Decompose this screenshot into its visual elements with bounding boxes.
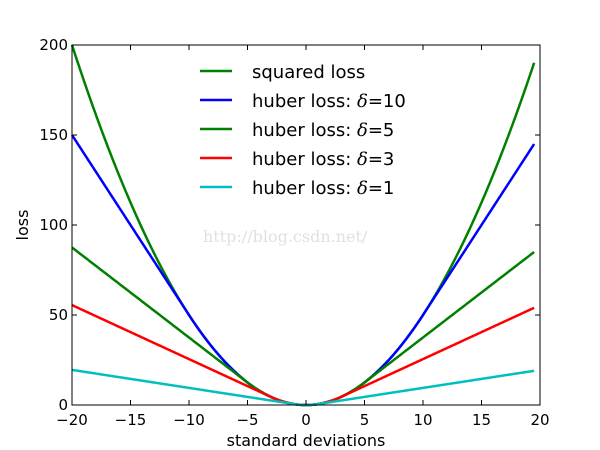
series-line-1 bbox=[70, 134, 536, 407]
y-tick-label: 200 bbox=[39, 36, 68, 54]
x-tick-label: 0 bbox=[301, 411, 311, 429]
x-axis-label: standard deviations bbox=[227, 431, 386, 450]
x-tick-label: 10 bbox=[413, 411, 432, 429]
watermark-text: http://blog.csdn.net/ bbox=[203, 227, 368, 246]
x-tick-label: 5 bbox=[360, 411, 370, 429]
x-tick-label: −15 bbox=[115, 411, 147, 429]
y-tick-label: 150 bbox=[39, 126, 68, 144]
series-line-3 bbox=[71, 303, 535, 407]
legend-label-1: huber loss: δ=10 bbox=[252, 91, 406, 112]
x-tick-label: −10 bbox=[173, 411, 205, 429]
x-tick-label: 15 bbox=[472, 411, 491, 429]
series-line-4 bbox=[71, 368, 535, 407]
x-tick-label: 20 bbox=[530, 411, 549, 429]
x-tick-label: −5 bbox=[236, 411, 258, 429]
legend-label-3: huber loss: δ=3 bbox=[252, 149, 394, 170]
legend-label-0: squared loss bbox=[252, 62, 365, 83]
y-tick-label: 100 bbox=[39, 216, 68, 234]
legend: squared loss huber loss: δ=10 huber loss: … bbox=[200, 62, 406, 199]
legend-label-2: huber loss: δ=5 bbox=[252, 120, 394, 141]
y-tick-label: 0 bbox=[58, 396, 68, 414]
legend-label-4: huber loss: δ=1 bbox=[252, 178, 394, 199]
y-axis-label: loss bbox=[13, 210, 32, 241]
x-tick-label: −20 bbox=[56, 411, 88, 429]
y-tick-label: 50 bbox=[49, 306, 68, 324]
